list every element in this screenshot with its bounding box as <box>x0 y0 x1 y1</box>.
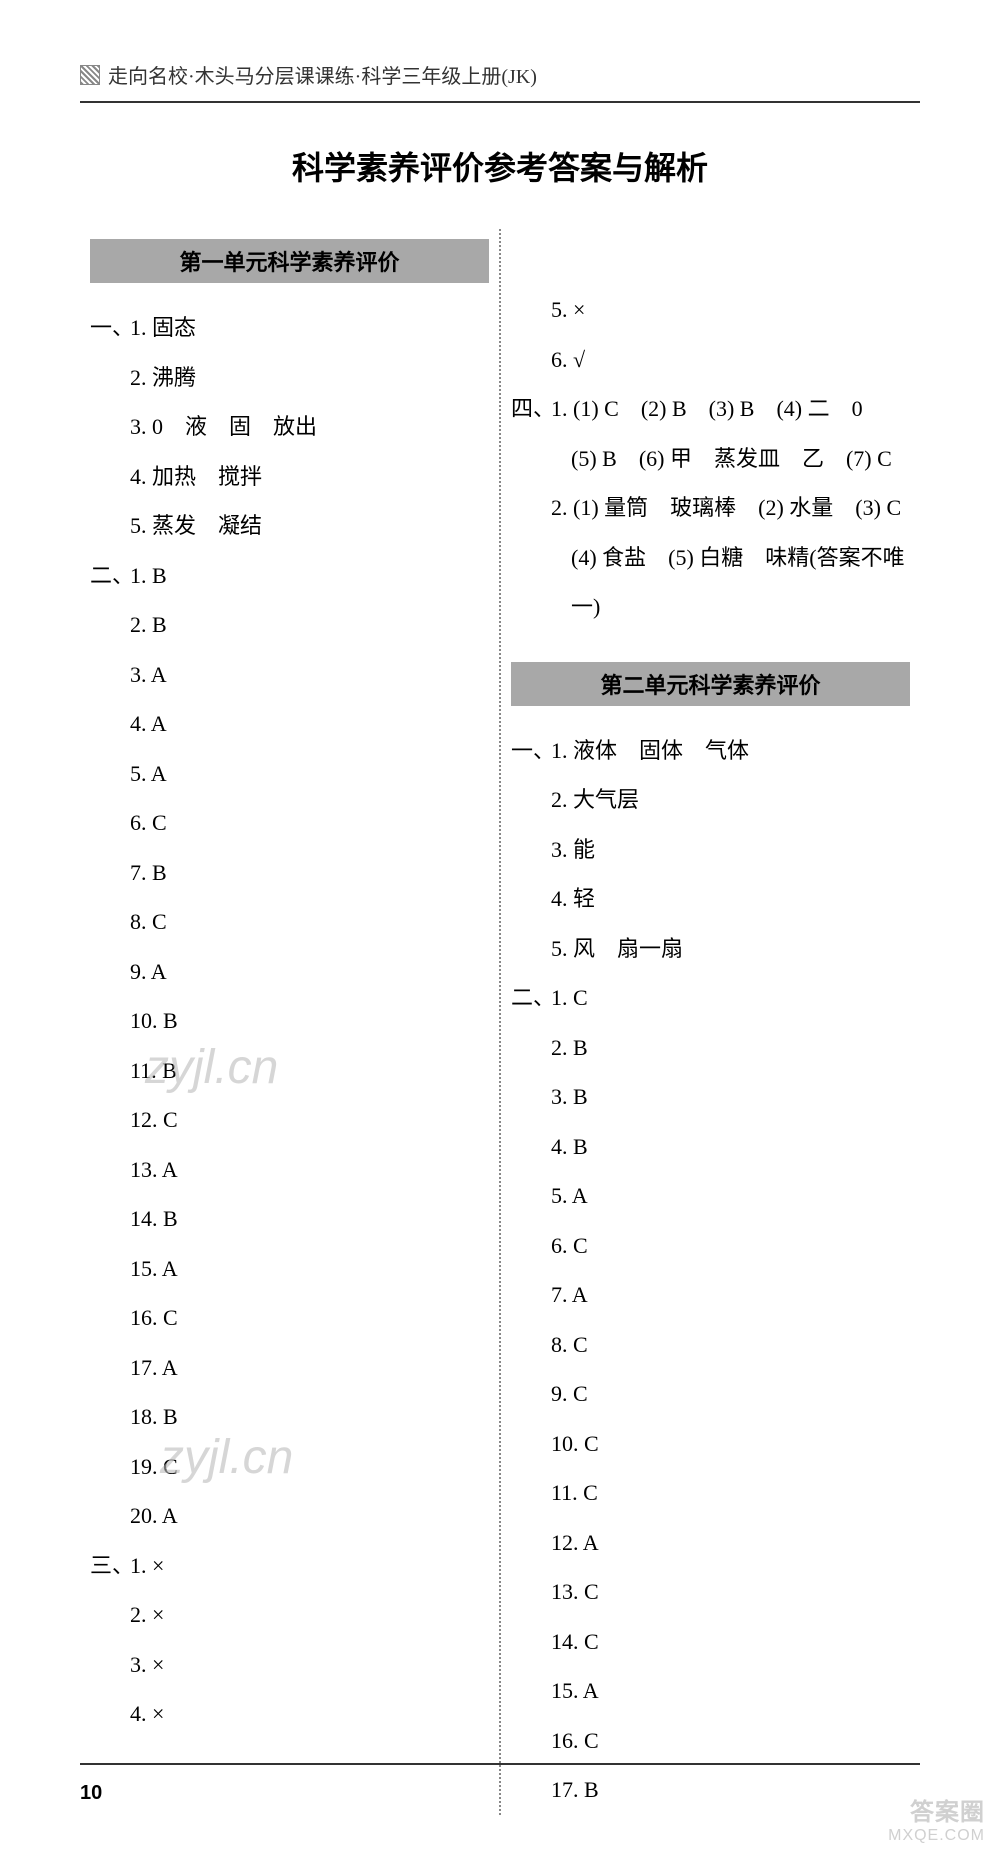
unit1-sec4-row: 四、1. (1) C (2) B (3) B (4) 二 0 <box>511 384 910 434</box>
unit1-sec3-row: 三、1. × <box>90 1541 489 1591</box>
answer-text: 2. B <box>511 1023 910 1073</box>
header-line: 走向名校·木头马分层课课练·科学三年级上册(JK) <box>80 60 920 89</box>
answer-text: 6. C <box>90 798 489 848</box>
two-column-layout: 第一单元科学素养评价 一、1. 固态 2. 沸腾 3. 0 液 固 放出 4. … <box>80 229 920 1815</box>
answer-text: 3. × <box>90 1640 489 1690</box>
answer-text: 1. 固态 <box>130 315 196 340</box>
answer-text: 4. 轻 <box>511 874 910 924</box>
section-label: 二、 <box>90 551 130 601</box>
answer-text: 17. A <box>90 1343 489 1393</box>
main-title: 科学素养评价参考答案与解析 <box>80 143 920 189</box>
answer-text: 12. A <box>511 1518 910 1568</box>
unit1-title-bar: 第一单元科学素养评价 <box>90 239 489 283</box>
answer-text: 5. 风 扇一扇 <box>511 924 910 974</box>
page-number: 10 <box>80 1782 102 1805</box>
answer-text: 3. 能 <box>511 825 910 875</box>
corner-watermark-cn: 答案圈 <box>888 1792 985 1827</box>
answer-text: 16. C <box>511 1716 910 1766</box>
answer-text: 4. A <box>90 699 489 749</box>
answer-text: 6. C <box>511 1221 910 1271</box>
answer-text: 18. B <box>90 1392 489 1442</box>
answer-text: 8. C <box>90 897 489 947</box>
answer-text: 12. C <box>90 1095 489 1145</box>
corner-watermark-en: MXQE.COM <box>888 1827 985 1845</box>
answer-text: 13. A <box>90 1145 489 1195</box>
answer-text: 14. B <box>90 1194 489 1244</box>
answer-text: 5. × <box>511 285 910 335</box>
page: 走向名校·木头马分层课课练·科学三年级上册(JK) 科学素养评价参考答案与解析 … <box>0 0 1000 1855</box>
answer-text: 2. (1) 量筒 玻璃棒 (2) 水量 (3) C <box>511 483 910 533</box>
answer-text: 2. B <box>90 600 489 650</box>
section-label: 三、 <box>90 1541 130 1591</box>
section-label: 一、 <box>511 726 551 776</box>
unit1-sec1-row: 一、1. 固态 <box>90 303 489 353</box>
answer-text: 10. C <box>511 1419 910 1469</box>
section-label: 一、 <box>90 303 130 353</box>
answer-text: 1. (1) C (2) B (3) B (4) 二 0 <box>551 396 863 421</box>
corner-watermark: 答案圈 MXQE.COM <box>888 1792 985 1845</box>
left-column: 第一单元科学素养评价 一、1. 固态 2. 沸腾 3. 0 液 固 放出 4. … <box>80 229 501 1815</box>
header-text: 走向名校·木头马分层课课练·科学三年级上册(JK) <box>108 60 537 89</box>
answer-text: 5. 蒸发 凝结 <box>90 501 489 551</box>
answer-text: 4. B <box>511 1122 910 1172</box>
answer-text: 3. 0 液 固 放出 <box>90 402 489 452</box>
answer-text: 16. C <box>90 1293 489 1343</box>
unit1-sec2-row: 二、1. B <box>90 551 489 601</box>
answer-text: 11. B <box>90 1046 489 1096</box>
answer-text: 15. A <box>511 1666 910 1716</box>
answer-text: 9. A <box>90 947 489 997</box>
answer-text: 4. × <box>90 1689 489 1739</box>
answer-text: 4. 加热 搅拌 <box>90 452 489 502</box>
answer-text: 1. C <box>551 985 588 1010</box>
answer-text: 2. × <box>90 1590 489 1640</box>
answer-text: (5) B (6) 甲 蒸发皿 乙 (7) C <box>511 434 910 484</box>
unit2-sec1-row: 一、1. 液体 固体 气体 <box>511 726 910 776</box>
answer-text: 5. A <box>511 1171 910 1221</box>
answer-text: 2. 沸腾 <box>90 353 489 403</box>
answer-text: 19. C <box>90 1442 489 1492</box>
answer-text: 7. B <box>90 848 489 898</box>
answer-text: 5. A <box>90 749 489 799</box>
answer-text: 8. C <box>511 1320 910 1370</box>
answer-text: 2. 大气层 <box>511 775 910 825</box>
answer-text: 6. √ <box>511 335 910 385</box>
right-column: 5. × 6. √ 四、1. (1) C (2) B (3) B (4) 二 0… <box>501 229 920 1815</box>
answer-text: 20. A <box>90 1491 489 1541</box>
answer-text: (4) 食盐 (5) 白糖 味精(答案不唯一) <box>511 533 910 632</box>
bottom-rule <box>80 1763 920 1765</box>
answer-text: 3. A <box>90 650 489 700</box>
unit2-title-bar: 第二单元科学素养评价 <box>511 662 910 706</box>
header-icon <box>80 65 100 85</box>
answer-text: 11. C <box>511 1468 910 1518</box>
header-rule <box>80 101 920 103</box>
answer-text: 1. B <box>130 563 167 588</box>
answer-text: 15. A <box>90 1244 489 1294</box>
answer-text: 17. B <box>511 1765 910 1815</box>
section-label: 二、 <box>511 973 551 1023</box>
answer-text: 14. C <box>511 1617 910 1667</box>
answer-text: 7. A <box>511 1270 910 1320</box>
answer-text: 10. B <box>90 996 489 1046</box>
answer-text: 1. 液体 固体 气体 <box>551 738 749 763</box>
answer-text: 13. C <box>511 1567 910 1617</box>
unit2-sec2-row: 二、1. C <box>511 973 910 1023</box>
answer-text: 1. × <box>130 1553 164 1578</box>
answer-text: 3. B <box>511 1072 910 1122</box>
answer-text: 9. C <box>511 1369 910 1419</box>
section-label: 四、 <box>511 384 551 434</box>
